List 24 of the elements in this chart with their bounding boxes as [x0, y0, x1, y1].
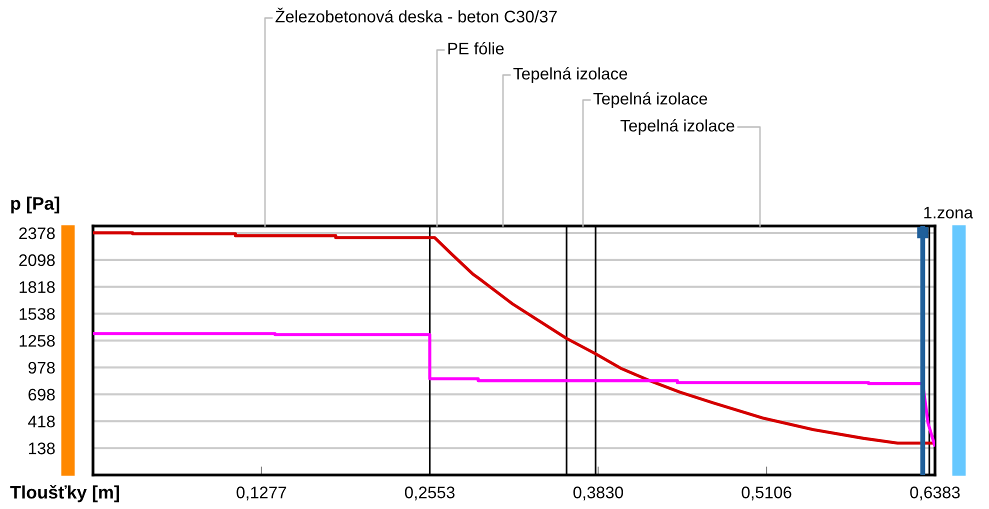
x-tick-label: 0,3830 [573, 486, 624, 500]
y-tick-label: 978 [28, 362, 55, 374]
text: Tepelná izolace [620, 119, 734, 135]
x-axis-title: Tloušťky [m] [10, 485, 119, 502]
text: Železobetonová deska - beton C30/37 [276, 8, 557, 22]
text: Tepelná izolace [513, 67, 628, 83]
line-series [93, 231, 935, 445]
y-tick-label: 2098 [19, 254, 55, 266]
x-tick-label: 0,2553 [404, 486, 455, 500]
x-tick-label: 0,1277 [236, 486, 286, 500]
y-tick-label: 418 [28, 416, 55, 428]
y-tick-label: 1818 [20, 281, 55, 293]
line-series [93, 332, 935, 447]
x-tick-label: 0,5106 [742, 486, 792, 500]
y-axis-title: p [Pa] [11, 196, 60, 214]
y-tick-label: 138 [28, 442, 55, 454]
x-tick-label: 0,6383 [910, 486, 960, 500]
y-tick-label: 1538 [20, 308, 55, 320]
y-tick-label: 1258 [20, 334, 55, 347]
text: PE fólie [448, 42, 504, 54]
y-tick-label: 2378 [19, 227, 55, 240]
y-tick-label: 698 [28, 388, 55, 401]
text: 1.zona [924, 206, 974, 218]
text: Tepelná izolace [593, 92, 708, 108]
